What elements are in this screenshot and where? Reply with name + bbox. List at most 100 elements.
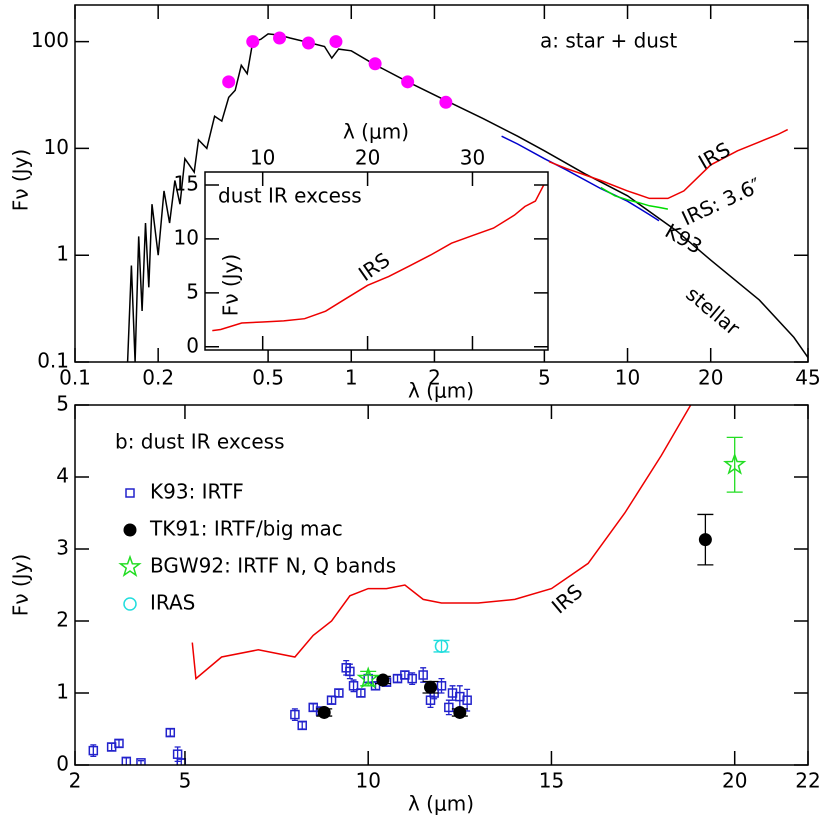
series-line <box>191 405 692 681</box>
legend-label: IRAS <box>150 591 195 615</box>
error-bar <box>108 742 115 752</box>
series-label: IRS <box>694 137 734 174</box>
y-tick-label: 1 <box>56 242 69 266</box>
legend-label: K93: IRTF <box>150 480 244 504</box>
data-point <box>301 36 315 50</box>
data-point <box>222 75 236 89</box>
data-point <box>439 95 453 109</box>
error-bar <box>445 699 452 716</box>
data-point <box>407 673 417 684</box>
data-point <box>317 705 331 719</box>
series-line <box>600 186 669 210</box>
x-tick-label: 0.2 <box>142 366 174 390</box>
axes-frame <box>204 171 549 351</box>
data-point <box>698 533 712 547</box>
series-label: IRS <box>547 579 587 618</box>
series-line <box>548 128 789 200</box>
y-tick-label: 0 <box>56 752 69 776</box>
legend-marker <box>123 597 137 611</box>
series-label: IRS: 3.6″ <box>678 173 765 231</box>
data-point <box>297 720 307 731</box>
x-tick-label: 45 <box>795 366 820 390</box>
error-bar <box>335 688 342 698</box>
x-tick-label: 5 <box>538 366 551 390</box>
legend-label: TK91: IRTF/big mac <box>149 517 343 541</box>
error-bar <box>357 688 364 698</box>
x-axis-label: λ (μm) <box>343 120 409 144</box>
data-point <box>444 702 454 713</box>
error-bar <box>123 757 130 765</box>
y-tick-label: 5 <box>186 279 199 303</box>
chart-title: a: star + dust <box>540 29 677 53</box>
error-bar <box>299 721 306 730</box>
data-point <box>356 688 366 698</box>
x-tick-label: 0.1 <box>59 366 91 390</box>
chart-title: b: dust IR excess <box>115 430 285 454</box>
data-point <box>462 695 472 705</box>
y-tick-label: 3 <box>56 536 69 560</box>
legend-label: BGW92: IRTF N, Q bands <box>150 554 396 578</box>
x-tick-label: 30 <box>460 146 485 170</box>
error-bar <box>310 703 317 712</box>
error-bar <box>328 695 335 705</box>
y-tick-label: 0.1 <box>37 349 69 373</box>
x-tick-label: 10 <box>355 769 380 793</box>
y-tick-label: 100 <box>31 28 69 52</box>
y-tick-label: 15 <box>174 171 199 195</box>
series-line <box>501 135 660 222</box>
error-bar <box>438 677 445 694</box>
data-point <box>424 680 438 694</box>
data-point <box>246 35 260 49</box>
x-axis-label: λ (μm) <box>408 379 474 403</box>
data-point <box>136 758 146 765</box>
data-point <box>368 57 382 71</box>
legend-marker <box>123 523 137 537</box>
error-bar <box>420 667 427 683</box>
x-tick-label: 20 <box>698 366 723 390</box>
x-tick-label: 2 <box>69 769 82 793</box>
x-tick-label: 20 <box>355 146 380 170</box>
x-tick-label: 20 <box>722 769 747 793</box>
plot-area <box>212 184 545 332</box>
panel: IRS 2 5 10 15 20 22 0 1 2 3 4 5 λ (μm) Fν (Jy) b: dust … <box>9 392 821 816</box>
x-tick-label: 22 <box>795 769 820 793</box>
x-tick-label: 10 <box>615 366 640 390</box>
y-tick-label: 10 <box>44 135 69 159</box>
series-line <box>212 184 545 332</box>
error-bar <box>456 685 463 709</box>
data-point <box>436 681 447 691</box>
error-bar <box>115 739 122 748</box>
legend-marker <box>118 554 142 577</box>
error-bar <box>346 663 353 680</box>
x-tick-label: 1 <box>345 366 358 390</box>
y-tick-label: 2 <box>56 608 69 632</box>
y-tick-label: 4 <box>56 464 69 488</box>
x-tick-label: 15 <box>539 769 564 793</box>
data-point <box>348 681 359 691</box>
y-tick-label: 0 <box>186 333 199 357</box>
x-tick-label: 5 <box>179 769 192 793</box>
legend-marker <box>125 488 135 498</box>
data-point <box>345 666 355 677</box>
y-axis-label: Fν (Jy) <box>9 149 33 211</box>
x-tick-label: 2 <box>428 366 441 390</box>
data-point <box>88 745 99 756</box>
data-point <box>114 738 124 749</box>
inset-background <box>205 172 548 350</box>
data-point <box>121 756 132 765</box>
x-tick-label: 10 <box>250 146 275 170</box>
data-point <box>273 31 287 45</box>
data-point <box>376 673 390 687</box>
error-bar <box>401 670 408 680</box>
data-point <box>165 727 176 738</box>
error-bar <box>394 674 401 683</box>
y-tick-label: 5 <box>56 392 69 416</box>
x-axis-label: λ (μm) <box>408 792 474 816</box>
data-point <box>434 639 449 653</box>
error-bar <box>726 436 743 493</box>
plot-area <box>126 31 808 362</box>
series-label: stellar <box>681 282 745 341</box>
y-tick-label: 1 <box>56 680 69 704</box>
